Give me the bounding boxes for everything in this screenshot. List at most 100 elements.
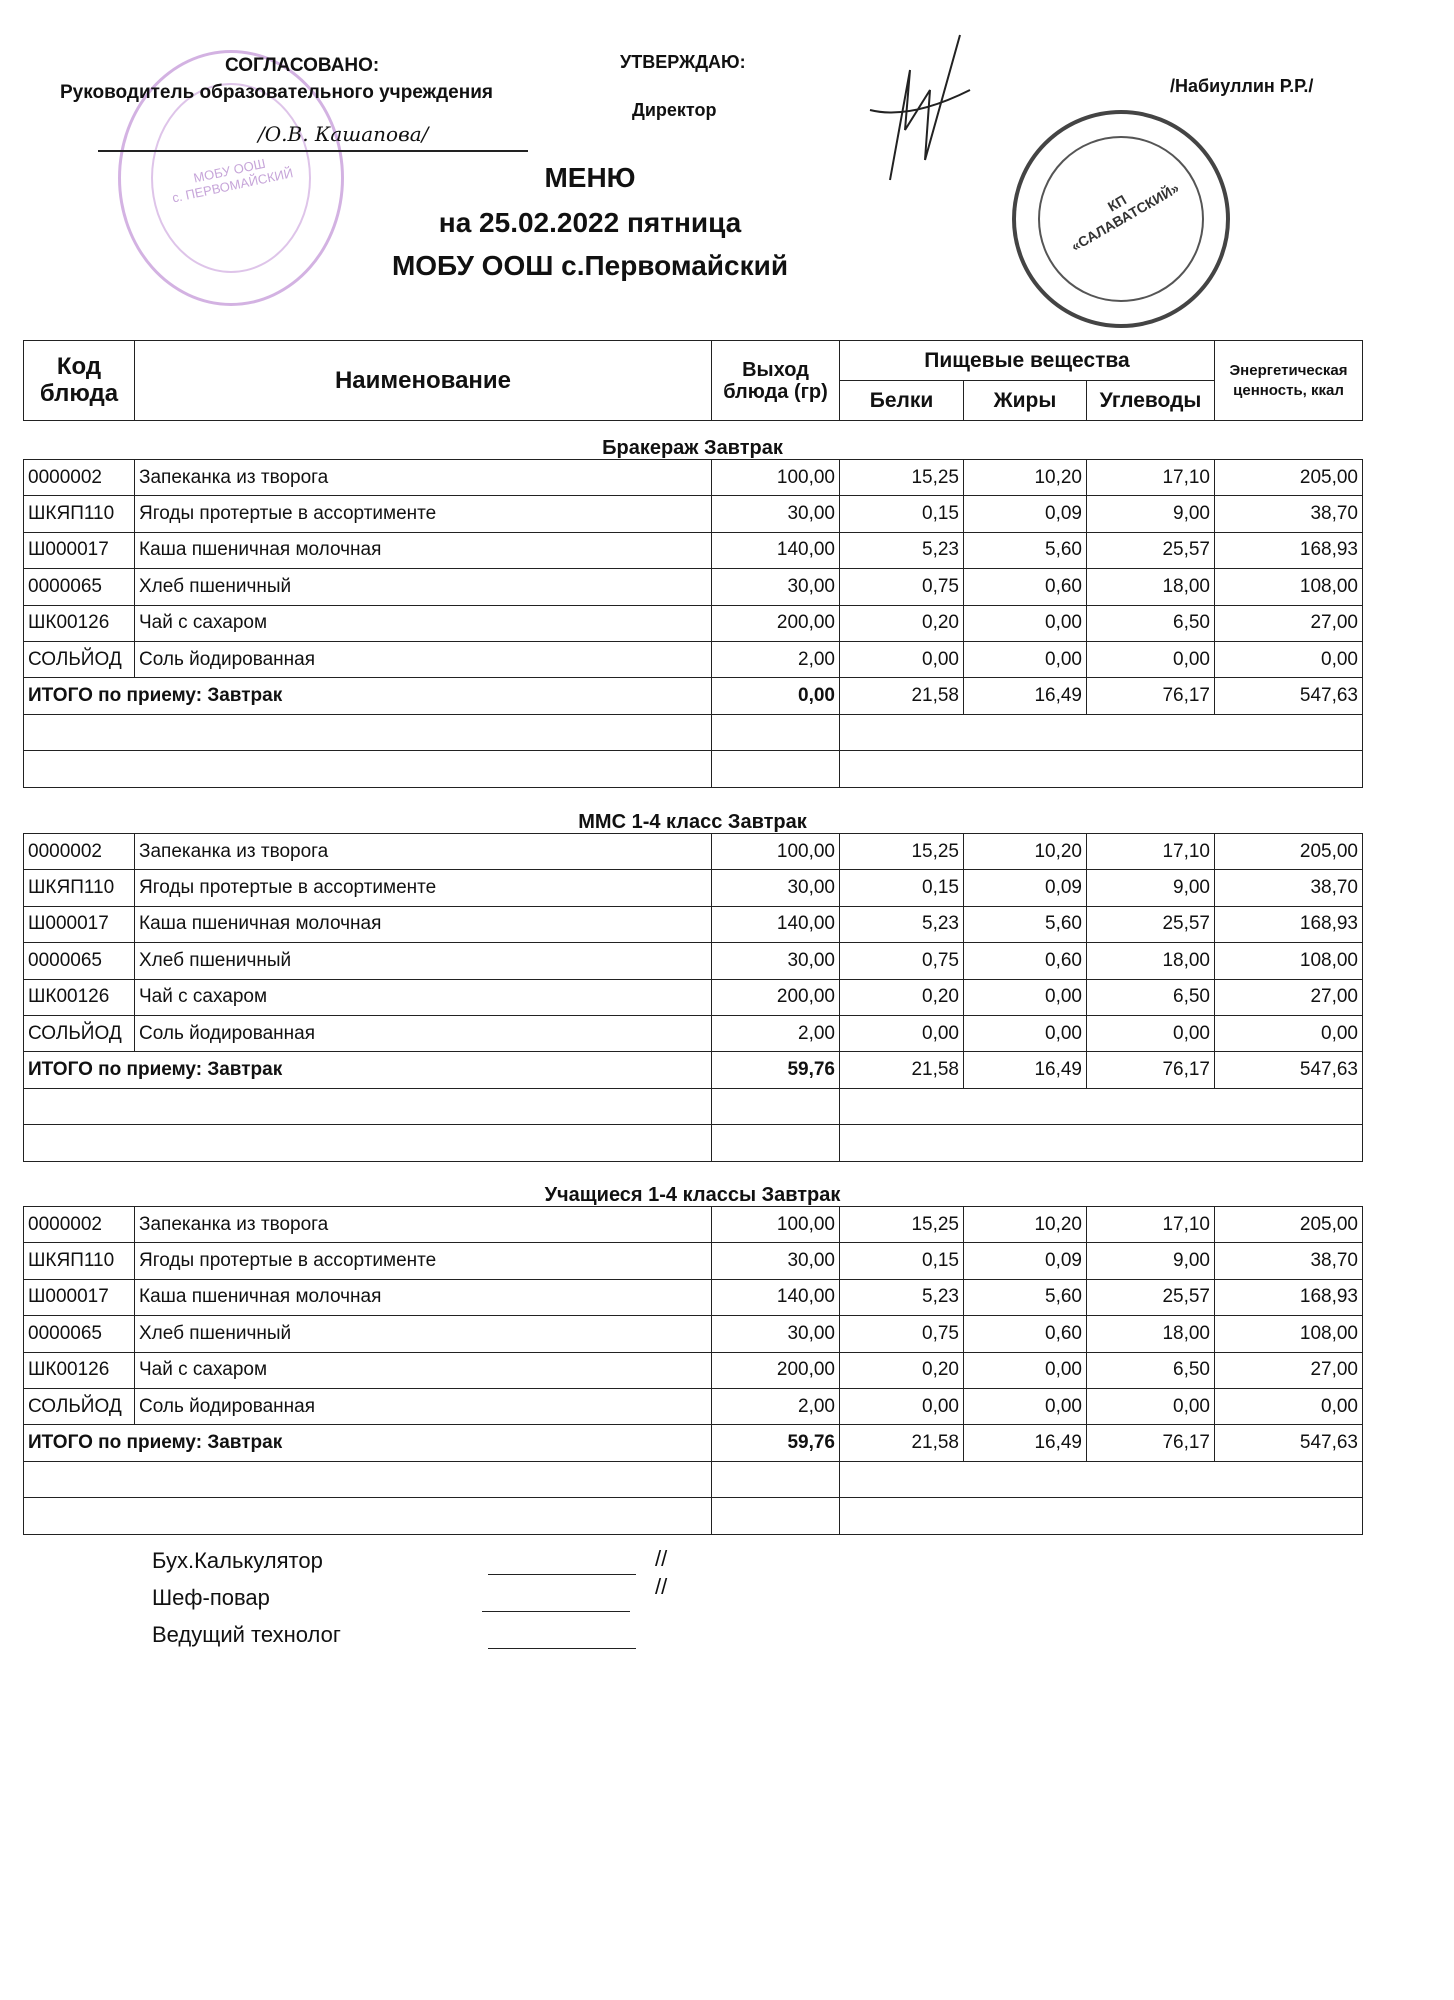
total-fat: 16,49 — [963, 1424, 1087, 1462]
agreed-signature-name: /О.В. Кашапова/ — [258, 122, 429, 146]
menu-school: МОБУ ООШ с.Первомайский — [391, 250, 789, 281]
cell-yield: 100,00 — [711, 458, 840, 497]
cell-protein: 0,15 — [839, 495, 964, 533]
agreed-role: Руководитель образовательного учреждения — [60, 82, 493, 103]
cell-carbs: 25,57 — [1086, 905, 1215, 944]
table-row: ШКЯП110 Ягоды протертые в ассортименте 30,… — [23, 495, 1363, 533]
cell-energy: 205,00 — [1214, 1205, 1363, 1244]
cell-protein: 0,20 — [839, 1351, 964, 1389]
cell-name: Соль йодированная — [134, 640, 712, 679]
cell-fat: 10,20 — [963, 1205, 1087, 1244]
cell-name: Ягоды протертые в ассортименте — [134, 869, 712, 907]
cell-name: Каша пшеничная молочная — [134, 1278, 712, 1317]
total-row: ИТОГО по приему: Завтрак 59,76 21,58 16,49 7… — [23, 1051, 1363, 1089]
company-stamp: КП «САЛАВАТСКИЙ» — [1012, 110, 1230, 328]
cell-yield: 30,00 — [711, 1315, 840, 1353]
cell-fat: 10,20 — [963, 458, 1087, 497]
cell-fat: 5,60 — [963, 1278, 1087, 1317]
cell-name: Запеканка из творога — [134, 1205, 712, 1244]
cell-code: СОЛЬЙОД — [23, 1387, 135, 1426]
cell-carbs: 6,50 — [1086, 604, 1215, 642]
cell-carbs: 17,10 — [1086, 832, 1215, 871]
cell-yield: 30,00 — [711, 869, 840, 907]
agreed-signature: /О.В. Кашапова/ — [98, 122, 528, 152]
empty-cell — [23, 1460, 712, 1499]
col-energy: Энергетическая ценность, ккал — [1214, 340, 1364, 421]
cell-carbs: 9,00 — [1086, 495, 1215, 533]
cell-yield: 30,00 — [711, 568, 840, 606]
cell-carbs: 6,50 — [1086, 978, 1215, 1016]
cell-code: ШКЯП110 — [23, 869, 135, 907]
empty-cell — [23, 1497, 712, 1535]
empty-cell — [23, 1087, 712, 1126]
empty-cell — [711, 713, 840, 752]
cell-name: Чай с сахаром — [134, 1351, 712, 1389]
cell-protein: 0,00 — [839, 640, 964, 679]
cell-energy: 27,00 — [1214, 604, 1363, 642]
empty-cell — [839, 750, 1363, 788]
cell-yield: 100,00 — [711, 1205, 840, 1244]
total-protein: 21,58 — [839, 1051, 964, 1089]
agreed-title: СОГЛАСОВАНО: — [225, 55, 380, 76]
cell-carbs: 17,10 — [1086, 458, 1215, 497]
cell-protein: 15,25 — [839, 458, 964, 497]
cell-name: Ягоды протертые в ассортименте — [134, 1242, 712, 1280]
table-row: Ш000017 Каша пшеничная молочная 140,00 5,23… — [23, 1278, 1363, 1317]
cell-protein: 5,23 — [839, 531, 964, 570]
total-row: ИТОГО по приему: Завтрак 59,76 21,58 16,49 7… — [23, 1424, 1363, 1462]
cell-fat: 0,09 — [963, 869, 1087, 907]
section-title: ММС 1-4 класс Завтрак — [578, 811, 807, 833]
total-label: ИТОГО по приему: Завтрак — [23, 1424, 712, 1462]
cell-yield: 200,00 — [711, 604, 840, 642]
cell-energy: 108,00 — [1214, 942, 1363, 980]
empty-cell — [711, 750, 840, 788]
cell-energy: 168,93 — [1214, 531, 1363, 570]
empty-cell — [711, 1497, 840, 1535]
total-yield: 59,76 — [711, 1051, 840, 1089]
table-row: Ш000017 Каша пшеничная молочная 140,00 5,23… — [23, 905, 1363, 944]
col-protein: Белки — [839, 380, 964, 421]
table-row: 0000002 Запеканка из творога 100,00 15,25 10… — [23, 458, 1363, 497]
chef-signature-line — [482, 1611, 630, 1612]
cell-energy: 27,00 — [1214, 978, 1363, 1016]
total-fat: 16,49 — [963, 1051, 1087, 1089]
cell-name: Запеканка из творога — [134, 458, 712, 497]
total-label: ИТОГО по приему: Завтрак — [23, 1051, 712, 1089]
total-carbs: 76,17 — [1086, 1424, 1215, 1462]
cell-energy: 108,00 — [1214, 1315, 1363, 1353]
cell-name: Хлеб пшеничный — [134, 1315, 712, 1353]
cell-fat: 5,60 — [963, 905, 1087, 944]
approve-name: /Набиуллин Р.Р./ — [1170, 76, 1314, 96]
cell-energy: 38,70 — [1214, 495, 1363, 533]
cell-energy: 168,93 — [1214, 905, 1363, 944]
table-row: СОЛЬЙОД Соль йодированная 2,00 0,00 0,00 0,00… — [23, 1387, 1363, 1426]
cell-fat: 0,00 — [963, 604, 1087, 642]
cell-energy: 38,70 — [1214, 869, 1363, 907]
empty-cell — [839, 1497, 1363, 1535]
cell-carbs: 18,00 — [1086, 942, 1215, 980]
column-header-table: Код блюда Наименование Выход блюда (гр) … — [23, 340, 1364, 421]
cell-protein: 0,00 — [839, 1014, 964, 1053]
cell-protein: 0,15 — [839, 1242, 964, 1280]
cell-code: ШК00126 — [23, 604, 135, 642]
cell-name: Каша пшеничная молочная — [134, 905, 712, 944]
cell-carbs: 18,00 — [1086, 568, 1215, 606]
cell-protein: 0,20 — [839, 978, 964, 1016]
cell-carbs: 9,00 — [1086, 869, 1215, 907]
cell-yield: 30,00 — [711, 942, 840, 980]
empty-cell — [839, 1124, 1363, 1162]
table-row: 0000002 Запеканка из творога 100,00 15,25 10… — [23, 1205, 1363, 1244]
cell-protein: 15,25 — [839, 1205, 964, 1244]
table-row: 0000065 Хлеб пшеничный 30,00 0,75 0,60 18,00 1… — [23, 942, 1363, 980]
cell-yield: 140,00 — [711, 531, 840, 570]
cell-fat: 0,60 — [963, 1315, 1087, 1353]
cell-yield: 30,00 — [711, 495, 840, 533]
table-row: ШК00126 Чай с сахаром 200,00 0,20 0,00 6,50 27… — [23, 1351, 1363, 1389]
empty-row — [23, 1087, 1363, 1126]
cell-energy: 0,00 — [1214, 640, 1363, 679]
empty-cell — [23, 1124, 712, 1162]
cell-code: ШКЯП110 — [23, 495, 135, 533]
cell-energy: 0,00 — [1214, 1387, 1363, 1426]
cell-code: 0000002 — [23, 1205, 135, 1244]
cell-fat: 0,09 — [963, 1242, 1087, 1280]
